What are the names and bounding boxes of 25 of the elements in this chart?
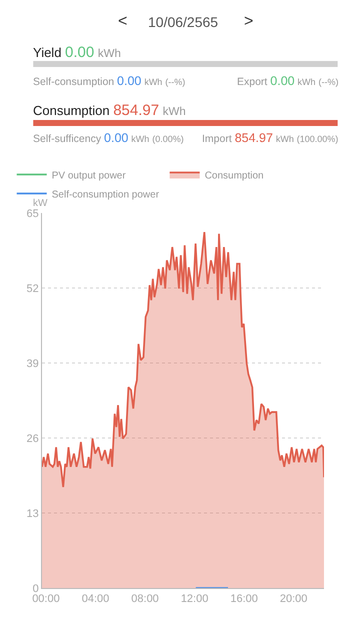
x-tick-label: 12:00: [180, 593, 208, 606]
text: >: [244, 13, 254, 30]
chart-title: 10/06/2565: [148, 14, 218, 30]
y-axis-title: kW: [33, 198, 48, 209]
y-tick-label: 65: [26, 208, 39, 220]
x-tick-label: 20:00: [280, 593, 308, 606]
y-tick-label: 13: [26, 508, 39, 520]
x-tick-label: 16:00: [230, 593, 258, 606]
x-tick-label: 04:00: [82, 593, 110, 606]
legend-label: PV output power: [52, 170, 126, 182]
y-tick-label: 39: [26, 358, 39, 370]
x-tick-label: 00:00: [32, 593, 60, 606]
text: Self-sufficency 0.00 kWh (0.00%): [33, 131, 184, 145]
text: <: [118, 13, 128, 30]
text: Self-consumption 0.00 kWh (--%): [33, 74, 186, 88]
y-tick-label: 26: [26, 432, 39, 445]
y-tick-label: 0: [32, 582, 39, 595]
y-tick-label: 52: [26, 282, 39, 295]
x-tick-label: 08:00: [131, 593, 159, 606]
text: Consumption 854.97 kWh: [33, 102, 186, 119]
text: Export 0.00 kWh (--%): [237, 74, 338, 88]
text: Import 854.97 kWh (100.00%): [202, 131, 338, 145]
text: Yield 0.00 kWh: [33, 44, 121, 61]
legend-label: Consumption: [204, 170, 264, 182]
legend-label: Self-consumption power: [52, 189, 160, 200]
